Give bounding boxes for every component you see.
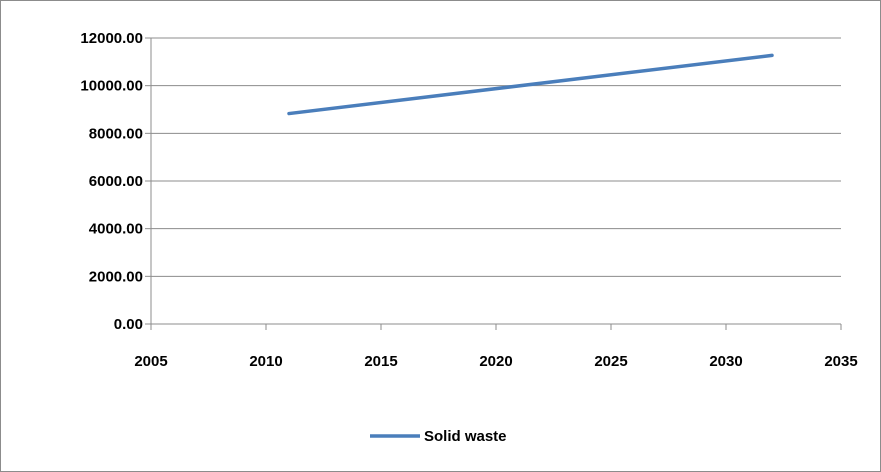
y-tick-label: 8000.00 — [89, 125, 143, 142]
y-tick-label: 10000.00 — [80, 78, 143, 95]
legend: Solid waste — [370, 428, 507, 445]
x-tick-label: 2025 — [594, 353, 627, 370]
x-tick-label: 2010 — [249, 353, 282, 370]
axes: 0.00 2000.00 4000.00 6000.00 8000.00 10000.00… — [80, 30, 857, 370]
x-tick-label: 2005 — [134, 353, 167, 370]
x-tick-label: 2020 — [479, 353, 512, 370]
series-line-solid-waste — [287, 53, 774, 116]
y-tick-label: 0.00 — [114, 316, 143, 333]
x-tick-label: 2015 — [364, 353, 397, 370]
x-tick-label: 2030 — [709, 353, 742, 370]
y-tick-label: 4000.00 — [89, 221, 143, 238]
legend-label: Solid waste — [424, 428, 507, 445]
series-layer — [287, 53, 774, 116]
y-tick-label: 6000.00 — [89, 173, 143, 190]
x-tick-label: 2035 — [824, 353, 857, 370]
y-tick-label: 12000.00 — [80, 30, 143, 47]
y-tick-label: 2000.00 — [89, 268, 143, 285]
gridlines — [151, 37, 841, 277]
